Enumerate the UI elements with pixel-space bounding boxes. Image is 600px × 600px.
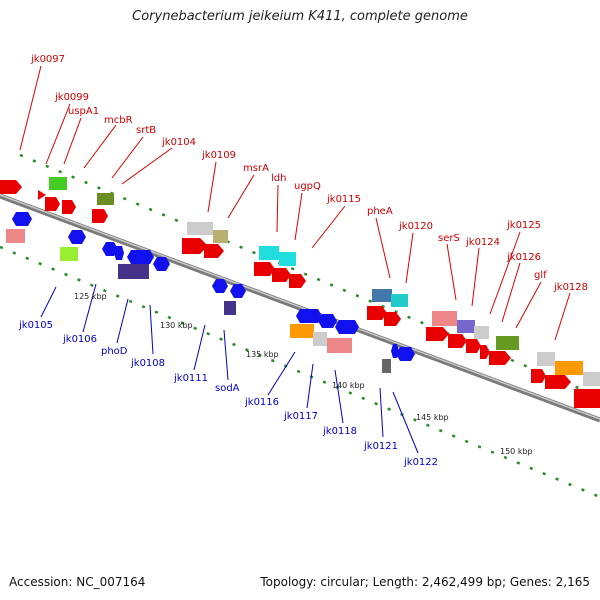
gene-box bbox=[432, 311, 457, 326]
gene-box bbox=[187, 222, 213, 235]
gene-box bbox=[313, 332, 327, 346]
gene-label: jk0097 bbox=[30, 54, 65, 65]
gene-box bbox=[537, 352, 555, 366]
gene-box bbox=[118, 264, 149, 279]
gene-label: glf bbox=[534, 270, 547, 281]
gene-label: jk0122 bbox=[403, 457, 438, 468]
gene-arrow bbox=[335, 320, 359, 334]
reverse-genes bbox=[6, 212, 415, 373]
gene-arrow bbox=[480, 345, 490, 359]
forward-gene-labels: jk0097 jk0099 uspA1 mcbR srtB jk0104 jk0… bbox=[30, 54, 588, 293]
tick-label: 140 kbp bbox=[332, 381, 365, 390]
gene-label: jk0128 bbox=[553, 282, 588, 293]
gene-label: msrA bbox=[243, 163, 269, 174]
gene-arrow bbox=[254, 262, 275, 276]
gene-arrow bbox=[62, 200, 76, 214]
gene-box bbox=[259, 246, 279, 260]
gene-arrow bbox=[531, 369, 546, 383]
gene-arrow bbox=[204, 244, 224, 258]
gene-box bbox=[382, 359, 391, 373]
gene-label: jk0106 bbox=[62, 334, 97, 345]
gene-label: jk0105 bbox=[18, 320, 53, 331]
genome-map-canvas: 125 kbp 130 kbp 135 kbp 140 kbp 145 kbp … bbox=[0, 0, 600, 600]
gene-arrow bbox=[45, 197, 60, 211]
gene-box bbox=[583, 372, 600, 386]
tick-label: 150 kbp bbox=[500, 447, 533, 456]
genome-map: Corynebacterium jeikeium K411, complete … bbox=[0, 0, 600, 600]
gene-label: mcbR bbox=[104, 115, 133, 126]
gene-label: jk0125 bbox=[506, 220, 541, 231]
gene-box bbox=[290, 324, 314, 338]
gene-box bbox=[457, 320, 475, 333]
gene-box bbox=[372, 289, 392, 302]
gene-label: jk0118 bbox=[322, 426, 357, 437]
gene-arrow bbox=[426, 327, 449, 341]
gene-label: jk0115 bbox=[326, 194, 361, 205]
gene-arrow bbox=[272, 268, 291, 282]
gene-label: sodA bbox=[215, 383, 240, 394]
gene-arrow bbox=[574, 389, 600, 408]
reverse-gene-labels: jk0105 jk0106 phoD jk0108 jk0111 sodA jk… bbox=[18, 320, 438, 468]
tick-label: 145 kbp bbox=[416, 413, 449, 422]
gene-label: ugpQ bbox=[294, 181, 321, 192]
gene-box bbox=[279, 252, 296, 266]
gene-arrow bbox=[92, 209, 108, 223]
tick-label: 125 kbp bbox=[74, 292, 107, 301]
gene-label: jk0099 bbox=[54, 92, 89, 103]
gene-label: serS bbox=[438, 233, 460, 244]
gene-label: jk0104 bbox=[161, 137, 196, 148]
gene-box bbox=[555, 361, 583, 375]
gene-box bbox=[97, 193, 114, 205]
gene-label: jk0124 bbox=[465, 237, 500, 248]
gene-arrow bbox=[289, 274, 306, 288]
gene-arrow bbox=[12, 212, 32, 226]
genome-summary-text: Topology: circular; Length: 2,462,499 bp… bbox=[260, 575, 590, 589]
gene-arrow bbox=[114, 246, 124, 260]
gene-arrow bbox=[0, 180, 22, 194]
gene-label: jk0108 bbox=[130, 358, 165, 369]
gene-label: jk0109 bbox=[201, 150, 236, 161]
gene-label: pheA bbox=[367, 206, 393, 217]
gene-arrow bbox=[38, 190, 46, 200]
gene-box bbox=[496, 336, 519, 350]
gene-box bbox=[49, 177, 67, 190]
gene-arrow bbox=[396, 347, 415, 361]
gene-label: jk0116 bbox=[244, 397, 279, 408]
gene-box bbox=[6, 229, 25, 243]
gene-arrow bbox=[489, 351, 511, 365]
gene-arrow bbox=[448, 334, 467, 348]
gene-arrow bbox=[318, 314, 337, 328]
gene-label: jk0121 bbox=[363, 441, 398, 452]
gene-box bbox=[224, 301, 236, 315]
gene-arrow bbox=[127, 250, 154, 264]
gene-label: phoD bbox=[101, 346, 128, 357]
gene-box bbox=[391, 294, 408, 307]
gene-box bbox=[213, 230, 228, 243]
gene-label: jk0111 bbox=[173, 373, 208, 384]
gene-box bbox=[327, 338, 352, 353]
gene-arrow bbox=[545, 375, 571, 389]
gene-label: jk0117 bbox=[283, 411, 318, 422]
gene-label: uspA1 bbox=[68, 106, 99, 117]
gene-arrow bbox=[384, 312, 401, 326]
tick-label: 135 kbp bbox=[246, 350, 279, 359]
gene-arrow bbox=[466, 339, 481, 353]
gene-label: jk0126 bbox=[506, 252, 541, 263]
gene-label: jk0120 bbox=[398, 221, 433, 232]
gene-box bbox=[474, 326, 489, 339]
tick-label: 130 kbp bbox=[160, 321, 193, 330]
gene-label: srtB bbox=[136, 125, 156, 136]
gene-label: ldh bbox=[271, 173, 286, 184]
gene-arrow bbox=[68, 230, 86, 244]
gene-box bbox=[60, 247, 78, 261]
accession-text: Accession: NC_007164 bbox=[9, 575, 145, 589]
